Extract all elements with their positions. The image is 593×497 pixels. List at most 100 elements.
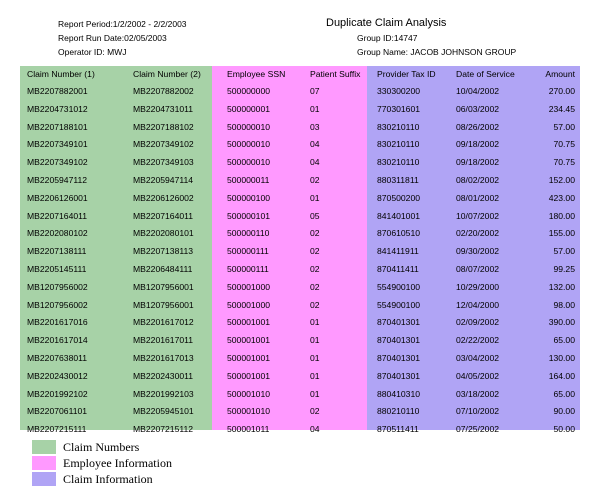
table-row: MB2207188101 MB2207188102 500000010 03 83021… — [20, 119, 580, 137]
patient-suffix-cell: 01 — [310, 388, 320, 399]
provider-tax-id-cell: 554900100 — [377, 299, 421, 310]
legend-swatch — [32, 440, 56, 454]
legend-label: Employee Information — [63, 456, 172, 470]
patient-suffix-cell: 01 — [310, 335, 320, 346]
patient-suffix-cell: 04 — [310, 157, 320, 168]
employee-ssn-cell: 500001001 — [227, 335, 271, 346]
date-of-service-cell: 03/18/2002 — [456, 388, 500, 399]
patient-suffix-cell: 02 — [310, 281, 320, 292]
claim-number-2-cell: MB2202080101 — [133, 228, 194, 239]
patient-suffix-cell: 07 — [310, 86, 320, 96]
claim-information-band — [367, 66, 580, 430]
employee-ssn-cell: 500000010 — [227, 139, 271, 150]
amount-cell: 130.00 — [548, 352, 575, 363]
claim-number-2-cell: MB2201617012 — [133, 317, 194, 328]
table-row: MB2207215111 MB2207215112 500001011 04 87051… — [20, 421, 580, 439]
provider-tax-id-cell: 870500200 — [377, 192, 421, 203]
table-row: MB2205145111 MB2206484111 500000111 02 87041… — [20, 261, 580, 279]
table-row: MB2207638011 MB2201617013 500001001 01 87040… — [20, 350, 580, 368]
group-id: Group ID:14747 — [357, 33, 418, 43]
claim-number-1-cell: MB2207215111 — [27, 424, 87, 435]
patient-suffix-cell: 02 — [310, 263, 320, 274]
report-title: Duplicate Claim Analysis — [326, 17, 447, 29]
patient-suffix-cell: 02 — [310, 228, 320, 239]
table-row: MB2204731012 MB2204731011 500000001 01 77030… — [20, 101, 580, 119]
amount-cell: 99.25 — [553, 263, 575, 274]
claim-number-2-cell: MB2207215112 — [133, 424, 194, 435]
date-of-service-cell: 08/26/2002 — [456, 121, 500, 132]
claim-number-1-cell: MB2206126001 — [27, 192, 88, 203]
claim-number-2-cell: MB2207882002 — [133, 86, 194, 96]
employee-ssn-cell: 500001010 — [227, 406, 271, 417]
date-of-service-cell: 10/04/2002 — [456, 86, 500, 96]
amount-cell: 270.00 — [548, 86, 575, 96]
claim-number-1-cell: MB2207638011 — [27, 352, 88, 363]
legend-label: Claim Numbers — [63, 440, 140, 454]
duplicate-claims-table: Claim Number (1) Claim Number (2) Employ… — [20, 66, 580, 439]
claim-number-2-cell: MB2204731011 — [133, 103, 194, 114]
claim-number-1-cell: MB2201617016 — [27, 317, 88, 328]
employee-ssn-cell: 500000101 — [227, 210, 271, 221]
employee-ssn-cell: 500001011 — [227, 424, 270, 435]
employee-ssn-cell: 500000100 — [227, 192, 271, 203]
provider-tax-id-cell: 870411411 — [377, 263, 419, 274]
date-of-service-cell: 09/18/2002 — [456, 139, 500, 150]
table-row: MB2207164011 MB2207164011 500000101 05 84140… — [20, 208, 580, 226]
claim-number-1-cell: MB2205145111 — [27, 263, 87, 274]
employee-ssn-cell: 500001001 — [227, 352, 271, 363]
table-row: MB2207882001 MB2207882002 500000000 07 33030… — [20, 83, 580, 101]
employee-ssn-cell: 500001001 — [227, 370, 271, 381]
provider-tax-id-cell: 841411911 — [377, 246, 419, 257]
date-of-service-cell: 07/10/2002 — [456, 406, 500, 417]
provider-tax-id-cell: 830210110 — [377, 139, 420, 150]
table-row: MB2201992102 MB2201992103 500001010 01 88041… — [20, 386, 580, 404]
patient-suffix-cell: 01 — [310, 317, 320, 328]
claim-number-2-cell: MB2201617011 — [133, 335, 194, 346]
patient-suffix-cell: 02 — [310, 406, 320, 417]
group-name: Group Name: JACOB JOHNSON GROUP — [357, 47, 517, 57]
claim-number-2-cell: MB1207956001 — [133, 281, 194, 292]
amount-cell: 164.00 — [548, 370, 575, 381]
claim-number-2-cell: MB2201617013 — [133, 352, 194, 363]
date-of-service-cell: 08/02/2002 — [456, 174, 500, 185]
amount-cell: 57.00 — [553, 246, 575, 257]
amount-cell: 423.00 — [548, 192, 575, 203]
claim-number-2-cell: MB2201992103 — [133, 388, 194, 399]
provider-tax-id-cell: 880210110 — [377, 406, 420, 417]
claim-number-2-cell: MB2207349102 — [133, 139, 194, 150]
claim-number-2-cell: MB2207138113 — [133, 246, 194, 257]
table-row: MB2201617016 MB2201617012 500001001 01 87040… — [20, 314, 580, 332]
provider-tax-id-cell: 770301601 — [377, 103, 421, 114]
claim-number-2-cell: MB2205947114 — [133, 174, 194, 185]
claim-number-1-cell: MB2201992102 — [27, 388, 88, 399]
employee-ssn-cell: 500000111 — [227, 246, 269, 257]
amount-cell: 65.00 — [553, 388, 575, 399]
table-row: MB2207138111 MB2207138113 500000111 02 84141… — [20, 243, 580, 261]
date-of-service-cell: 08/07/2002 — [456, 263, 500, 274]
column-header: Claim Number (2) — [133, 69, 201, 79]
claim-number-2-cell: MB2206126002 — [133, 192, 194, 203]
column-header: Provider Tax ID — [377, 69, 436, 79]
provider-tax-id-cell: 880410310 — [377, 388, 421, 399]
claim-number-1-cell: MB2207349102 — [27, 157, 88, 168]
date-of-service-cell: 09/18/2002 — [456, 157, 500, 168]
claim-number-2-cell: MB2206484111 — [133, 263, 193, 274]
amount-cell: 132.00 — [548, 281, 575, 292]
patient-suffix-cell: 01 — [310, 352, 320, 363]
table-row: MB2207349102 MB2207349103 500000010 04 83021… — [20, 154, 580, 172]
employee-ssn-cell: 500000010 — [227, 121, 271, 132]
claim-numbers-band — [20, 66, 212, 430]
date-of-service-cell: 03/04/2002 — [456, 352, 500, 363]
provider-tax-id-cell: 830210110 — [377, 157, 420, 168]
patient-suffix-cell: 04 — [310, 139, 320, 150]
employee-ssn-cell: 500001010 — [227, 388, 271, 399]
patient-suffix-cell: 03 — [310, 121, 320, 132]
provider-tax-id-cell: 870401301 — [377, 335, 421, 346]
amount-cell: 180.00 — [548, 210, 575, 221]
column-header: Date of Service — [456, 69, 515, 79]
employee-ssn-cell: 500000010 — [227, 157, 271, 168]
date-of-service-cell: 02/09/2002 — [456, 317, 500, 328]
amount-cell: 98.00 — [553, 299, 575, 310]
provider-tax-id-cell: 830210110 — [377, 121, 420, 132]
table-row: MB1207956002 MB1207956001 500001000 02 55490… — [20, 297, 580, 315]
